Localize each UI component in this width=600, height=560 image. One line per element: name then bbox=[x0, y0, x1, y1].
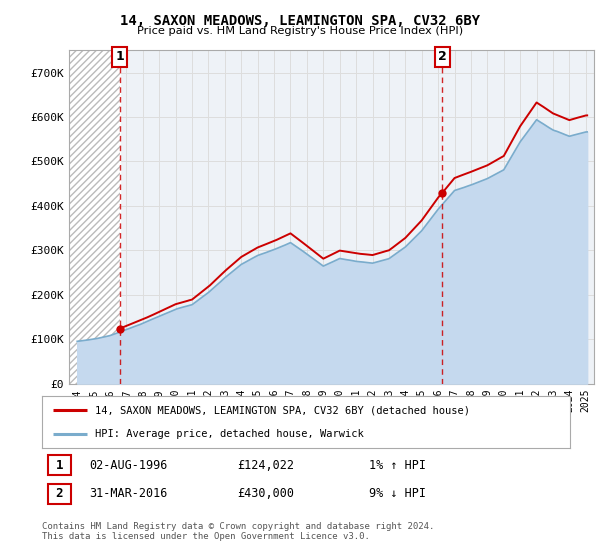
Text: 9% ↓ HPI: 9% ↓ HPI bbox=[370, 487, 427, 500]
Bar bbox=[69, 50, 119, 384]
Text: 14, SAXON MEADOWS, LEAMINGTON SPA, CV32 6BY (detached house): 14, SAXON MEADOWS, LEAMINGTON SPA, CV32 … bbox=[95, 405, 470, 416]
Text: HPI: Average price, detached house, Warwick: HPI: Average price, detached house, Warw… bbox=[95, 429, 364, 439]
Text: £430,000: £430,000 bbox=[238, 487, 295, 500]
Text: Price paid vs. HM Land Registry's House Price Index (HPI): Price paid vs. HM Land Registry's House … bbox=[137, 26, 463, 36]
Bar bbox=[49, 484, 71, 503]
Text: 2: 2 bbox=[438, 50, 446, 63]
Text: 31-MAR-2016: 31-MAR-2016 bbox=[89, 487, 168, 500]
Bar bbox=[49, 455, 71, 475]
Text: 14, SAXON MEADOWS, LEAMINGTON SPA, CV32 6BY: 14, SAXON MEADOWS, LEAMINGTON SPA, CV32 … bbox=[120, 14, 480, 28]
Text: Contains HM Land Registry data © Crown copyright and database right 2024.
This d: Contains HM Land Registry data © Crown c… bbox=[42, 522, 434, 542]
Text: 1: 1 bbox=[56, 459, 63, 472]
Text: 2: 2 bbox=[56, 487, 63, 500]
Text: 1% ↑ HPI: 1% ↑ HPI bbox=[370, 459, 427, 472]
Text: 02-AUG-1996: 02-AUG-1996 bbox=[89, 459, 168, 472]
Bar bbox=[69, 50, 119, 384]
Text: £124,022: £124,022 bbox=[238, 459, 295, 472]
Text: 1: 1 bbox=[115, 50, 124, 63]
